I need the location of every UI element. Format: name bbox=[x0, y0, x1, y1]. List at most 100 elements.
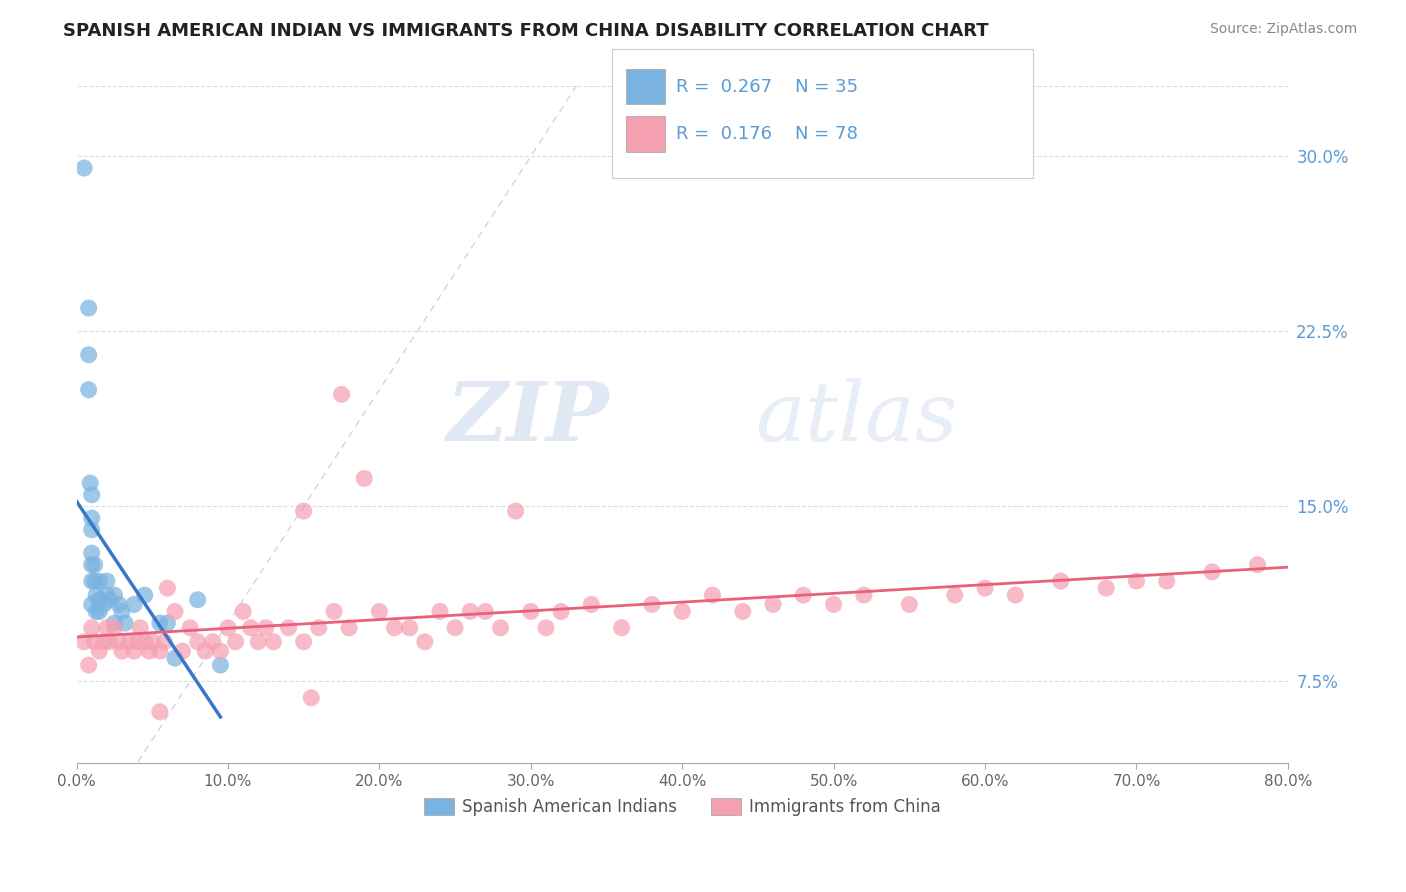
Point bbox=[823, 598, 845, 612]
Point bbox=[134, 634, 156, 648]
Point bbox=[77, 383, 100, 397]
Point bbox=[505, 504, 527, 518]
Point bbox=[277, 621, 299, 635]
Text: SPANISH AMERICAN INDIAN VS IMMIGRANTS FROM CHINA DISABILITY CORRELATION CHART: SPANISH AMERICAN INDIAN VS IMMIGRANTS FR… bbox=[63, 22, 988, 40]
Point bbox=[73, 634, 96, 648]
Point bbox=[80, 488, 103, 502]
Point bbox=[108, 598, 131, 612]
Point bbox=[118, 634, 141, 648]
Point bbox=[731, 604, 754, 618]
Point bbox=[1201, 565, 1223, 579]
Point bbox=[93, 634, 115, 648]
Point bbox=[83, 634, 105, 648]
Point bbox=[93, 598, 115, 612]
Point bbox=[79, 476, 101, 491]
Point bbox=[1049, 574, 1071, 588]
Point bbox=[898, 598, 921, 612]
Point bbox=[83, 574, 105, 588]
Point bbox=[398, 621, 420, 635]
Point bbox=[89, 604, 111, 618]
Point bbox=[84, 604, 107, 618]
Point bbox=[1004, 588, 1026, 602]
Point bbox=[201, 634, 224, 648]
Point bbox=[413, 634, 436, 648]
Point bbox=[330, 387, 353, 401]
Point bbox=[429, 604, 451, 618]
Point bbox=[641, 598, 664, 612]
Point bbox=[98, 634, 121, 648]
Point bbox=[80, 546, 103, 560]
Legend: Spanish American Indians, Immigrants from China: Spanish American Indians, Immigrants fro… bbox=[418, 791, 948, 822]
Point bbox=[239, 621, 262, 635]
Point bbox=[77, 301, 100, 315]
Point bbox=[149, 644, 172, 658]
Point bbox=[489, 621, 512, 635]
Point bbox=[353, 471, 375, 485]
Point bbox=[138, 644, 160, 658]
Point bbox=[299, 690, 322, 705]
Text: atlas: atlas bbox=[755, 378, 957, 458]
Point bbox=[225, 634, 247, 648]
Point bbox=[762, 598, 785, 612]
Point bbox=[247, 634, 270, 648]
Point bbox=[163, 651, 186, 665]
Point bbox=[141, 634, 163, 648]
Point bbox=[103, 616, 125, 631]
Point bbox=[292, 504, 315, 518]
Point bbox=[702, 588, 724, 602]
Point bbox=[80, 621, 103, 635]
Point bbox=[108, 634, 131, 648]
Point bbox=[254, 621, 277, 635]
Point bbox=[127, 634, 149, 648]
Point bbox=[96, 574, 118, 588]
Point bbox=[610, 621, 633, 635]
Text: R =  0.176    N = 78: R = 0.176 N = 78 bbox=[676, 125, 858, 143]
Point bbox=[103, 588, 125, 602]
Point bbox=[156, 616, 179, 631]
Point bbox=[550, 604, 572, 618]
Point bbox=[96, 588, 118, 602]
Point bbox=[122, 644, 145, 658]
Point bbox=[80, 511, 103, 525]
Point bbox=[122, 598, 145, 612]
Point bbox=[179, 621, 201, 635]
Point bbox=[581, 598, 603, 612]
Point bbox=[323, 604, 346, 618]
Point bbox=[974, 581, 997, 595]
Point bbox=[73, 161, 96, 175]
Point bbox=[80, 558, 103, 572]
Point bbox=[792, 588, 814, 602]
Point bbox=[232, 604, 254, 618]
Point bbox=[89, 574, 111, 588]
Point bbox=[156, 581, 179, 595]
Point bbox=[368, 604, 391, 618]
Point bbox=[77, 348, 100, 362]
Point bbox=[1095, 581, 1118, 595]
Point bbox=[262, 634, 284, 648]
Point bbox=[671, 604, 693, 618]
Point bbox=[444, 621, 467, 635]
Point bbox=[852, 588, 875, 602]
Point bbox=[384, 621, 406, 635]
Point bbox=[96, 621, 118, 635]
Point bbox=[1125, 574, 1147, 588]
Point bbox=[217, 621, 239, 635]
Point bbox=[209, 644, 232, 658]
Point bbox=[83, 558, 105, 572]
Point bbox=[943, 588, 966, 602]
Point bbox=[98, 592, 121, 607]
Point bbox=[149, 705, 172, 719]
Text: R =  0.267    N = 35: R = 0.267 N = 35 bbox=[676, 78, 859, 95]
Point bbox=[114, 616, 136, 631]
Point bbox=[89, 644, 111, 658]
Point bbox=[80, 523, 103, 537]
Point bbox=[89, 592, 111, 607]
Point bbox=[187, 592, 209, 607]
Point bbox=[292, 634, 315, 648]
Point bbox=[172, 644, 194, 658]
Point bbox=[187, 634, 209, 648]
Point bbox=[1156, 574, 1178, 588]
Point bbox=[520, 604, 543, 618]
Point bbox=[149, 616, 172, 631]
Point bbox=[534, 621, 557, 635]
